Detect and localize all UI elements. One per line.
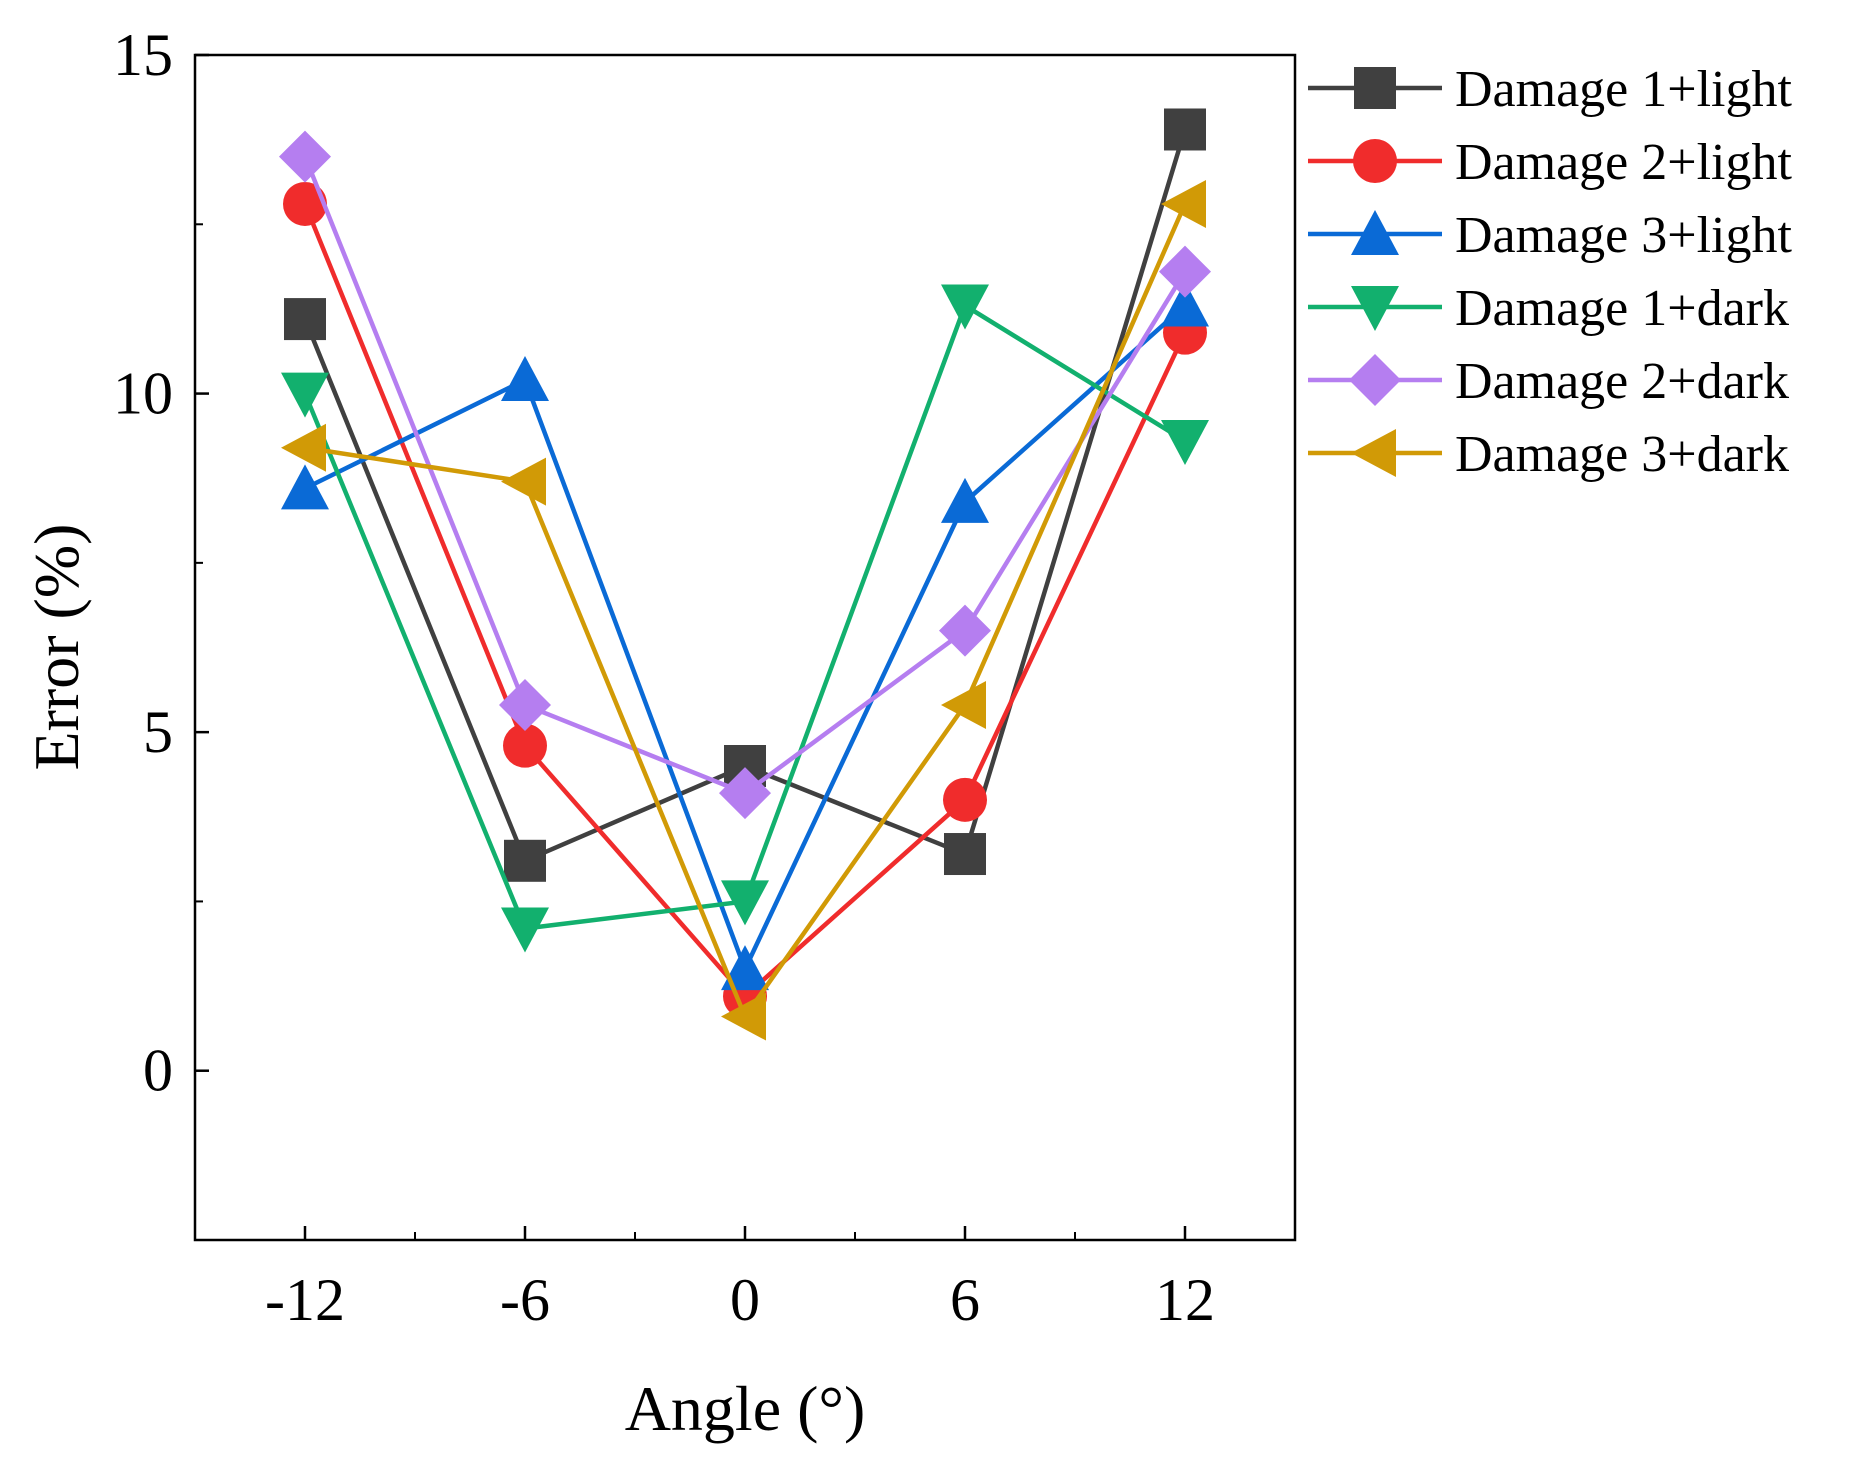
legend-marker [1351, 286, 1399, 331]
y-tick-label: 15 [113, 22, 173, 88]
data-point [284, 298, 326, 341]
plot-frame [193, 53, 1297, 1242]
series-damage-3-light [281, 281, 1209, 991]
series-damage-2-dark [279, 130, 1211, 820]
legend-item: Damage 2+light [1308, 134, 1792, 191]
legend-label: Damage 2+light [1455, 134, 1792, 191]
data-point [501, 907, 549, 953]
legend-label: Damage 3+light [1455, 207, 1792, 264]
series-damage-3-dark [281, 179, 1206, 1041]
legend-marker [1354, 67, 1396, 109]
y-tick-label: 0 [143, 1038, 173, 1104]
data-point [281, 372, 329, 418]
x-axis-title: Angle (°) [625, 1373, 866, 1444]
data-point [943, 777, 987, 822]
data-point [283, 181, 327, 226]
data-point [501, 457, 546, 506]
legend-marker [1351, 210, 1399, 255]
data-point [503, 723, 547, 768]
y-tick-label: 5 [143, 699, 173, 765]
series-line [302, 155, 1187, 796]
data-point [281, 464, 329, 510]
data-point [504, 839, 546, 882]
data-point [941, 477, 989, 523]
x-tick-label: 6 [950, 1267, 980, 1333]
data-point [499, 679, 551, 732]
data-point [944, 833, 986, 876]
data-point [501, 356, 549, 402]
data-point [721, 992, 766, 1041]
legend-label: Damage 1+dark [1455, 280, 1789, 337]
legend-item: Damage 2+dark [1308, 353, 1789, 410]
legend-item: Damage 3+dark [1308, 426, 1789, 483]
data-point [721, 880, 769, 926]
data-point [939, 604, 991, 657]
x-tick-label: 0 [730, 1267, 760, 1333]
legend-item: Damage 1+dark [1308, 280, 1789, 337]
legend-marker [1353, 139, 1397, 183]
data-point [1161, 179, 1206, 228]
legend-marker [1351, 429, 1396, 477]
data-point [719, 767, 771, 820]
series-damage-1-dark [281, 284, 1209, 953]
legend-item: Damage 1+light [1308, 61, 1792, 118]
data-point [721, 945, 769, 991]
y-axis-ticks: 0 5 10 15 [113, 22, 209, 1104]
series-line [304, 303, 1187, 975]
legend-item: Damage 3+light [1308, 207, 1792, 264]
legend-label: Damage 3+dark [1455, 426, 1789, 483]
data-point [1161, 419, 1209, 465]
data-point [1159, 245, 1211, 298]
legend-label: Damage 2+dark [1455, 353, 1789, 410]
legend-marker [1349, 354, 1401, 406]
series-layer [279, 108, 1211, 1041]
legend: Damage 1+light Damage 2+light Damage 3+lig… [1308, 61, 1792, 483]
data-point [941, 681, 986, 730]
data-point [281, 423, 326, 472]
data-point [279, 130, 331, 183]
data-point [1161, 281, 1209, 327]
data-point [941, 284, 989, 330]
x-tick-label: 12 [1155, 1267, 1215, 1333]
x-tick-label: -12 [265, 1267, 345, 1333]
data-point [1164, 108, 1206, 151]
y-axis-title: Error (%) [21, 524, 92, 771]
x-tick-label: -6 [500, 1267, 550, 1333]
x-axis-ticks: -12 -6 0 6 12 [265, 1226, 1215, 1333]
legend-label: Damage 1+light [1455, 61, 1792, 118]
y-tick-label: 10 [113, 361, 173, 427]
series-line [302, 203, 1188, 1000]
